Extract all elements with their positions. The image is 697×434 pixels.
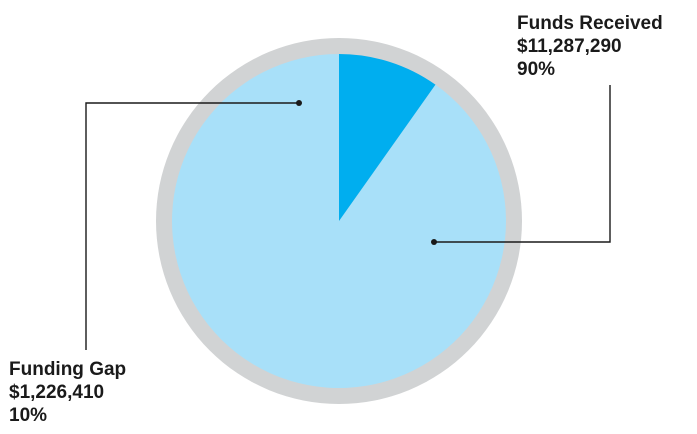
funding-gap-leader-line <box>85 102 299 350</box>
funds-received-percent: 90% <box>517 59 556 80</box>
funding-gap-percent: 10% <box>9 405 48 426</box>
pie-slice-funding-gap <box>339 54 436 221</box>
pie-slice-funds-received <box>172 54 507 388</box>
funds-received-value: $11,287,290 <box>517 36 622 57</box>
funds-received-label: Funds Received $11,287,290 90% <box>517 12 663 81</box>
funds-received-name: Funds Received <box>517 13 663 34</box>
pie-slices <box>172 54 507 388</box>
funds-received-leader-line <box>434 85 611 243</box>
funding-gap-label: Funding Gap $1,226,410 10% <box>9 358 126 427</box>
funding-gap-name: Funding Gap <box>9 359 127 380</box>
funding-gap-value: $1,226,410 <box>9 382 105 403</box>
funding-gap-leader-dot <box>296 100 302 106</box>
funds-received-leader-dot <box>431 239 437 245</box>
leader-lines <box>85 85 611 350</box>
